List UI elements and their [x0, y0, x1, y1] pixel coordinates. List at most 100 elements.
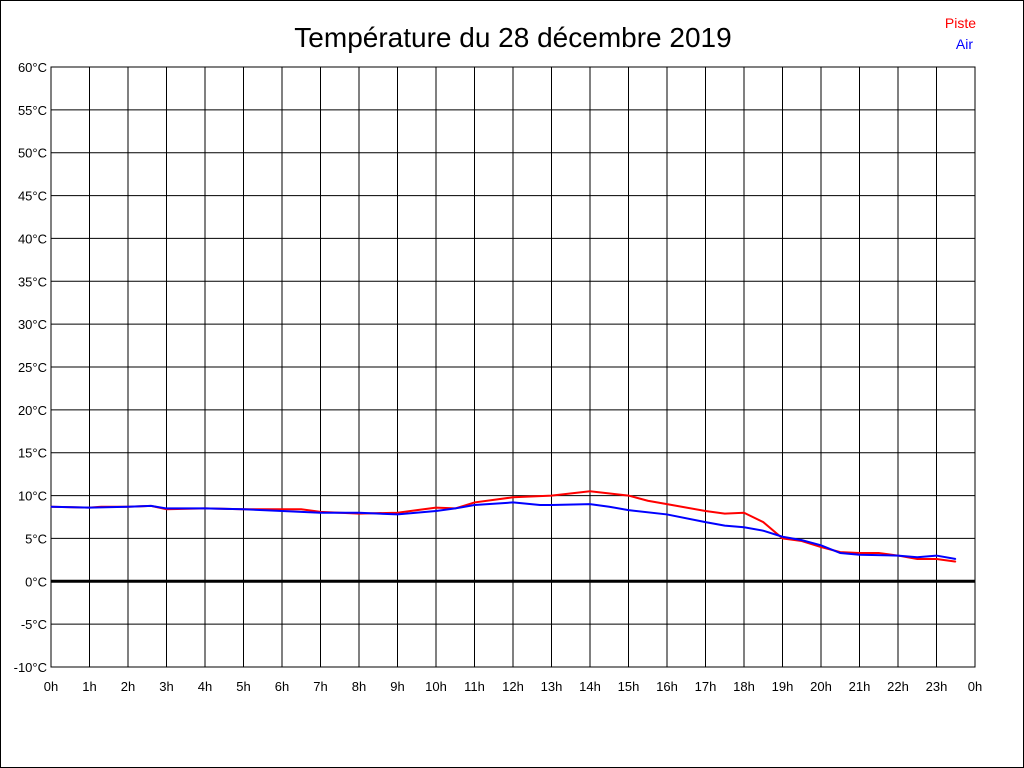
x-tick-label: 6h [275, 679, 289, 694]
series-line-air [50, 501, 956, 560]
data-point-air [743, 526, 745, 528]
data-point-piste [878, 552, 880, 554]
data-point-air [916, 556, 918, 558]
data-point-air [782, 536, 783, 538]
data-point-piste [628, 495, 629, 497]
data-point-air [150, 505, 152, 507]
data-point-air [539, 504, 541, 506]
x-tick-label: 1h [82, 679, 96, 694]
data-point-air [89, 507, 90, 509]
data-point-air [551, 504, 552, 506]
data-point-air [512, 501, 514, 503]
data-point-air [435, 510, 437, 512]
y-tick-label: -10°C [14, 660, 47, 675]
data-point-piste [762, 521, 764, 523]
data-point-air [608, 506, 610, 508]
x-tick-label: 10h [425, 679, 447, 694]
y-tick-label: 10°C [18, 489, 47, 504]
data-point-piste [300, 508, 302, 510]
x-tick-label: 15h [618, 679, 640, 694]
data-point-air [358, 512, 360, 514]
x-tick-label: 5h [236, 679, 250, 694]
data-point-piste [666, 503, 668, 505]
data-point-air [936, 555, 937, 557]
y-tick-label: 0°C [25, 574, 47, 589]
data-point-air [705, 521, 706, 523]
data-point-piste [782, 537, 783, 539]
data-point-air [127, 506, 129, 508]
data-point-piste [435, 507, 437, 509]
data-point-piste [474, 501, 475, 503]
data-point-air [281, 510, 283, 512]
data-point-piste [820, 546, 822, 548]
series-line-piste [50, 490, 956, 563]
data-point-air [474, 504, 475, 506]
data-point-piste [743, 512, 745, 514]
data-point-piste [512, 496, 514, 498]
x-tick-label: 9h [390, 679, 404, 694]
data-point-piste [955, 561, 957, 563]
data-point-piste [916, 558, 918, 560]
data-point-air [397, 513, 398, 515]
data-point-air [955, 558, 957, 560]
data-point-piste [551, 495, 552, 497]
legend-air: Air [956, 36, 973, 52]
y-tick-label: 45°C [18, 189, 47, 204]
y-tick-label: 55°C [18, 103, 47, 118]
y-tick-label: 50°C [18, 146, 47, 161]
data-point-air [724, 525, 726, 527]
chart-title: Température du 28 décembre 2019 [294, 22, 731, 53]
x-tick-label: 11h [464, 679, 485, 694]
data-point-air [243, 508, 244, 510]
x-tick-label: 4h [198, 679, 212, 694]
data-point-air [589, 503, 591, 505]
data-point-air [166, 507, 167, 509]
y-tick-label: 25°C [18, 360, 47, 375]
x-tick-label: 22h [887, 679, 909, 694]
legend-piste: Piste [945, 15, 976, 31]
x-tick-label: 23h [926, 679, 948, 694]
x-tick-label: 16h [656, 679, 678, 694]
data-point-air [204, 507, 206, 509]
data-point-piste [281, 508, 283, 510]
x-tick-label: 21h [849, 679, 871, 694]
data-point-air [50, 506, 52, 508]
x-tick-label: 14h [579, 679, 601, 694]
x-tick-label: 13h [541, 679, 563, 694]
x-tick-label: 3h [159, 679, 173, 694]
data-point-air [762, 530, 764, 532]
x-tick-label: 18h [733, 679, 755, 694]
x-tick-label: 20h [810, 679, 832, 694]
y-tick-label: 30°C [18, 317, 47, 332]
data-point-air [839, 552, 841, 554]
y-tick-label: 40°C [18, 231, 47, 246]
y-tick-label: 15°C [18, 446, 47, 461]
y-tick-label: -5°C [21, 617, 47, 632]
data-point-piste [647, 500, 649, 502]
data-point-air [801, 539, 803, 541]
x-tick-label: 19h [772, 679, 794, 694]
x-tick-label: 2h [121, 679, 135, 694]
y-tick-label: 5°C [25, 531, 47, 546]
x-tick-label: 7h [313, 679, 327, 694]
y-tick-label: 35°C [18, 274, 47, 289]
y-tick-label: 20°C [18, 403, 47, 418]
data-point-piste [859, 552, 860, 554]
y-tick-label: 60°C [18, 60, 47, 75]
data-point-piste [724, 513, 726, 515]
data-point-air [859, 554, 860, 556]
data-point-air [628, 509, 629, 511]
data-point-piste [936, 558, 937, 560]
data-point-piste [397, 512, 398, 514]
data-point-air [897, 555, 899, 557]
x-tick-label: 17h [695, 679, 717, 694]
x-tick-label: 12h [502, 679, 524, 694]
data-point-piste [589, 490, 591, 492]
data-point-air [454, 507, 456, 509]
data-point-air [666, 513, 668, 515]
data-point-air [320, 512, 321, 514]
data-point-piste [705, 510, 706, 512]
x-tick-label: 0h [968, 679, 982, 694]
